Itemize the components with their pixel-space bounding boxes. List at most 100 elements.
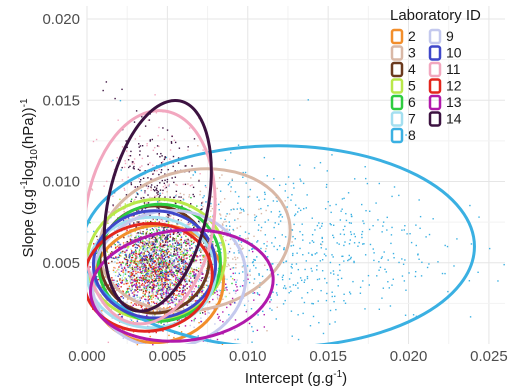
data-point-lab-12 [162, 250, 164, 253]
data-point-lab-8 [390, 242, 392, 245]
data-point-lab-10 [143, 281, 146, 283]
data-point-lab-12 [130, 274, 132, 277]
data-point-lab-14 [168, 259, 171, 262]
data-point-lab-13 [235, 290, 237, 292]
data-point-lab-13 [120, 282, 123, 284]
data-point-lab-7 [136, 273, 139, 275]
data-point-lab-6 [184, 249, 186, 251]
data-point-lab-12 [127, 271, 130, 273]
data-point-lab-13 [162, 303, 164, 305]
data-point-lab-8 [362, 280, 364, 282]
data-point-lab-8 [258, 224, 260, 226]
data-point-lab-10 [146, 246, 149, 249]
data-point-lab-6 [173, 245, 176, 248]
y-axis-title-part-0: Slope (g.g [20, 189, 37, 257]
data-point-lab-10 [166, 256, 169, 258]
data-point-lab-5 [136, 237, 138, 239]
data-point-lab-9 [172, 260, 174, 262]
data-point-lab-10 [234, 302, 236, 304]
data-point-lab-10 [151, 268, 154, 270]
data-point-lab-2 [169, 278, 172, 281]
data-point-lab-9 [138, 313, 140, 315]
grid [86, 6, 505, 344]
data-point-lab-11 [158, 241, 161, 243]
data-point-lab-13 [253, 292, 256, 294]
data-point-lab-12 [140, 306, 143, 308]
data-point-lab-10 [191, 291, 193, 293]
data-point-lab-14 [153, 190, 156, 192]
data-point-lab-8 [266, 245, 268, 247]
data-point-lab-8 [348, 243, 351, 245]
data-point-lab-8 [503, 263, 505, 266]
data-point-lab-5 [129, 252, 131, 255]
data-point-lab-14 [136, 193, 139, 195]
data-point-lab-14 [121, 88, 123, 91]
data-point-lab-3 [187, 237, 189, 240]
data-point-lab-12 [175, 281, 177, 284]
data-point-lab-13 [113, 287, 115, 290]
data-point-lab-7 [170, 290, 172, 292]
data-point-lab-4 [151, 241, 153, 243]
data-point-lab-2 [133, 291, 135, 293]
data-point-lab-10 [118, 273, 121, 276]
data-point-lab-13 [162, 287, 165, 289]
data-point-lab-10 [125, 278, 127, 280]
data-point-lab-12 [161, 281, 163, 283]
data-point-lab-13 [130, 252, 133, 255]
data-point-lab-2 [157, 283, 160, 285]
data-point-lab-13 [183, 285, 185, 288]
data-point-lab-12 [120, 286, 122, 288]
data-point-lab-8 [444, 244, 446, 247]
legend-label-10: 10 [446, 45, 462, 61]
data-point-lab-6 [169, 245, 172, 247]
data-point-lab-8 [242, 171, 244, 174]
data-point-lab-14 [155, 187, 158, 189]
data-point-lab-12 [176, 266, 178, 268]
data-point-lab-10 [145, 255, 147, 257]
data-point-lab-12 [150, 248, 153, 250]
data-point-lab-6 [161, 261, 164, 264]
data-point-lab-6 [185, 235, 187, 238]
data-point-lab-8 [293, 214, 296, 217]
data-point-lab-14 [153, 246, 155, 249]
data-point-lab-6 [160, 238, 163, 241]
data-point-lab-8 [329, 261, 332, 264]
data-point-lab-8 [361, 236, 363, 239]
data-point-lab-10 [161, 289, 163, 291]
data-point-lab-12 [111, 279, 113, 281]
data-point-lab-14 [127, 159, 130, 161]
data-point-lab-9 [170, 265, 173, 268]
data-point-lab-10 [134, 289, 136, 291]
data-point-lab-9 [249, 268, 251, 271]
data-point-lab-11 [147, 119, 150, 121]
data-point-lab-10 [137, 241, 139, 243]
data-point-lab-10 [171, 282, 173, 284]
data-point-lab-8 [197, 286, 200, 289]
data-point-lab-13 [181, 260, 184, 263]
data-point-lab-6 [149, 295, 151, 297]
data-point-lab-8 [311, 253, 313, 256]
data-point-lab-9 [124, 302, 126, 304]
data-point-lab-8 [217, 203, 220, 206]
data-point-lab-11 [184, 234, 187, 236]
data-point-lab-2 [103, 283, 105, 285]
data-point-lab-13 [113, 279, 115, 282]
data-point-lab-13 [173, 283, 175, 285]
data-point-lab-5 [145, 256, 147, 259]
data-point-lab-6 [142, 240, 144, 242]
data-point-lab-3 [191, 280, 193, 282]
data-point-lab-4 [186, 283, 189, 285]
data-point-lab-11 [133, 186, 136, 188]
data-point-lab-11 [146, 144, 148, 147]
data-point-lab-14 [153, 169, 156, 172]
data-point-lab-10 [184, 285, 186, 287]
data-point-lab-10 [152, 258, 154, 260]
data-point-lab-12 [190, 296, 193, 298]
data-point-lab-8 [256, 256, 258, 258]
data-point-lab-9 [163, 259, 166, 262]
data-point-lab-7 [175, 256, 177, 259]
data-point-lab-3 [227, 263, 230, 265]
data-point-lab-6 [158, 229, 160, 231]
data-point-lab-8 [383, 251, 385, 253]
data-point-lab-13 [186, 257, 188, 259]
